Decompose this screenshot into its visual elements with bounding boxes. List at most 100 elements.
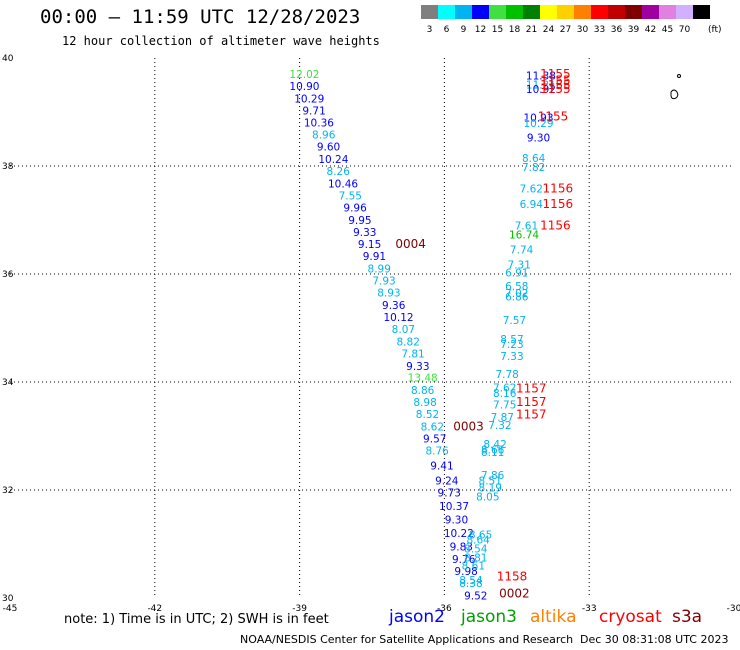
- wave-height-label: 10.24: [318, 154, 348, 166]
- wave-height-label: 6.91: [505, 267, 528, 279]
- scale-swatch: [693, 5, 710, 19]
- chart-title: 00:00 – 11:59 UTC 12/28/2023: [40, 6, 361, 28]
- wave-height-label: 7.81: [401, 348, 424, 360]
- credit-line: NOAA/NESDIS Center for Satellite Applica…: [240, 633, 574, 646]
- wave-height-label: 8.66: [481, 445, 505, 457]
- scale-label: 45: [661, 25, 674, 35]
- wave-height-label: 7.23: [500, 339, 523, 351]
- wave-height-label: 10.22: [444, 528, 474, 540]
- wave-height-label: 7.62: [520, 184, 543, 196]
- wave-height-label: 10.29: [294, 94, 324, 106]
- wave-height-label: 16.74: [509, 230, 539, 242]
- wave-height-label: 9.96: [343, 203, 367, 215]
- x-tick-label: -45: [3, 604, 18, 614]
- scale-swatch: [591, 5, 608, 19]
- scale-label: 21: [525, 25, 538, 35]
- wave-height-label: 9.76: [452, 554, 476, 566]
- scale-swatch: [540, 5, 557, 19]
- wave-height-label: 7.86: [481, 470, 505, 482]
- wave-height-label: 8.76: [425, 446, 449, 458]
- wave-height-label: 8.96: [312, 130, 336, 142]
- scale-swatch: [523, 5, 540, 19]
- scale-label: 3: [426, 25, 433, 35]
- wave-height-label: 8.64: [522, 153, 546, 165]
- time-label: 1156: [543, 197, 574, 211]
- wave-height-label: 8.42: [483, 439, 506, 451]
- wave-height-label: 7.74: [510, 245, 534, 257]
- wave-height-label: 10.46: [328, 178, 358, 190]
- wave-height-label: 8.05: [476, 491, 499, 503]
- scale-label: 30: [576, 25, 589, 35]
- wave-height-label: 9.30: [527, 132, 550, 144]
- island-dot: [677, 74, 681, 78]
- time-label: 0003: [453, 419, 484, 433]
- time-label: 1158: [497, 569, 528, 583]
- time-label: 1157: [516, 407, 547, 421]
- wave-height-label: 10.29: [523, 118, 553, 130]
- scale-label: 6: [443, 25, 450, 35]
- legend-sat-jason3: jason3: [461, 607, 517, 627]
- time-label: 1157: [516, 395, 547, 409]
- scale-label: 33: [593, 25, 606, 35]
- scale-label: 39: [627, 25, 640, 35]
- scale-swatch: [659, 5, 676, 19]
- wave-height-label: 8.19: [479, 482, 502, 494]
- wave-height-label: 11.38: [526, 70, 556, 82]
- wave-height-label: 9.91: [363, 251, 386, 263]
- scale-label: 36: [610, 25, 623, 35]
- wave-height-label: 6.94: [520, 199, 544, 211]
- wave-height-label: 9.83: [450, 542, 473, 554]
- wave-height-label: 8.93: [377, 287, 400, 299]
- time-label: 1155: [540, 78, 571, 92]
- wave-height-label: 7.87: [491, 412, 514, 424]
- wave-height-label: 8.86: [411, 385, 435, 397]
- island-outline: [670, 89, 679, 100]
- scale-swatch: [506, 5, 523, 19]
- wave-height-label: 9.73: [438, 488, 461, 500]
- wave-height-label: 7.32: [488, 420, 511, 432]
- wave-height-label: 8.11: [481, 447, 504, 459]
- scale-label: 12: [474, 25, 487, 35]
- wave-height-label: 12.02: [289, 69, 319, 81]
- x-tick-label: -30: [727, 604, 740, 614]
- wave-height-label: 8.26: [327, 166, 351, 178]
- scale-label: 15: [491, 25, 504, 35]
- scale-unit: (ft): [708, 25, 722, 35]
- generated-timestamp: Dec 30 08:31:08 UTC 2023: [580, 633, 729, 646]
- x-tick-label: -33: [582, 604, 597, 614]
- wave-height-label: 8.65: [469, 529, 492, 541]
- wave-height-label: 6.86: [505, 292, 529, 304]
- wave-height-label: 9.98: [454, 566, 477, 578]
- wave-height-label: 7.55: [339, 191, 362, 203]
- wave-height-label: 9.24: [435, 475, 459, 487]
- scale-swatch: [472, 5, 489, 19]
- y-tick-label: 38: [2, 162, 14, 172]
- wave-height-label: 9.71: [302, 105, 325, 117]
- wave-height-label: 8.38: [459, 578, 482, 590]
- scale-label: 18: [508, 25, 521, 35]
- wave-height-label: 7.57: [503, 315, 526, 327]
- time-label: 1156: [543, 182, 574, 196]
- wave-height-label: 7.93: [372, 275, 395, 287]
- time-label: 1155: [540, 74, 571, 88]
- wave-height-label: 7.75: [493, 400, 516, 412]
- wave-height-label: 9.33: [353, 227, 376, 239]
- time-label: 1155: [540, 82, 571, 96]
- scale-swatch: [438, 5, 455, 19]
- wave-height-label: 7.33: [500, 351, 523, 363]
- scale-label: 70: [678, 25, 691, 35]
- scale-swatch: [421, 5, 438, 19]
- wave-height-label: 7.31: [508, 259, 531, 271]
- time-label: 1155: [540, 67, 571, 81]
- scale-swatch: [455, 5, 472, 19]
- wave-height-label: 9.52: [464, 590, 487, 602]
- time-label: 1155: [538, 109, 569, 123]
- y-tick-label: 36: [2, 270, 14, 280]
- wave-height-label: 7.62: [493, 382, 516, 394]
- legend-sat-s3a: s3a: [672, 607, 703, 627]
- wave-height-label: 8.16: [493, 388, 517, 400]
- y-tick-label: 40: [2, 54, 14, 64]
- scale-swatch: [557, 5, 574, 19]
- wave-height-label: 10.37: [439, 501, 469, 513]
